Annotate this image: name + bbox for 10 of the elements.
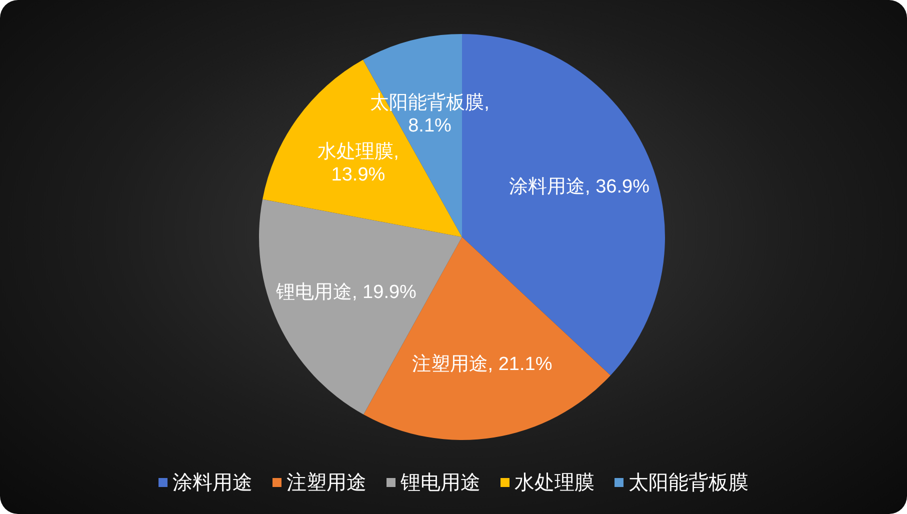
legend-label: 水处理膜 xyxy=(514,472,594,494)
data-label: 锂电用途, 19.9% xyxy=(275,282,417,303)
data-label: 涂料用途, 36.9% xyxy=(509,176,650,198)
legend-label: 太阳能背板膜 xyxy=(628,472,748,494)
legend-label: 注塑用途 xyxy=(286,471,366,494)
data-label: 注塑用途, 21.1% xyxy=(412,352,552,375)
data-label: 水处理膜, 13.9% xyxy=(318,142,399,186)
legend-label: 涂料用途 xyxy=(172,472,252,494)
data-label: 太阳能背板膜, 8.1% xyxy=(370,92,490,136)
legend-label: 锂电用途 xyxy=(400,472,480,494)
